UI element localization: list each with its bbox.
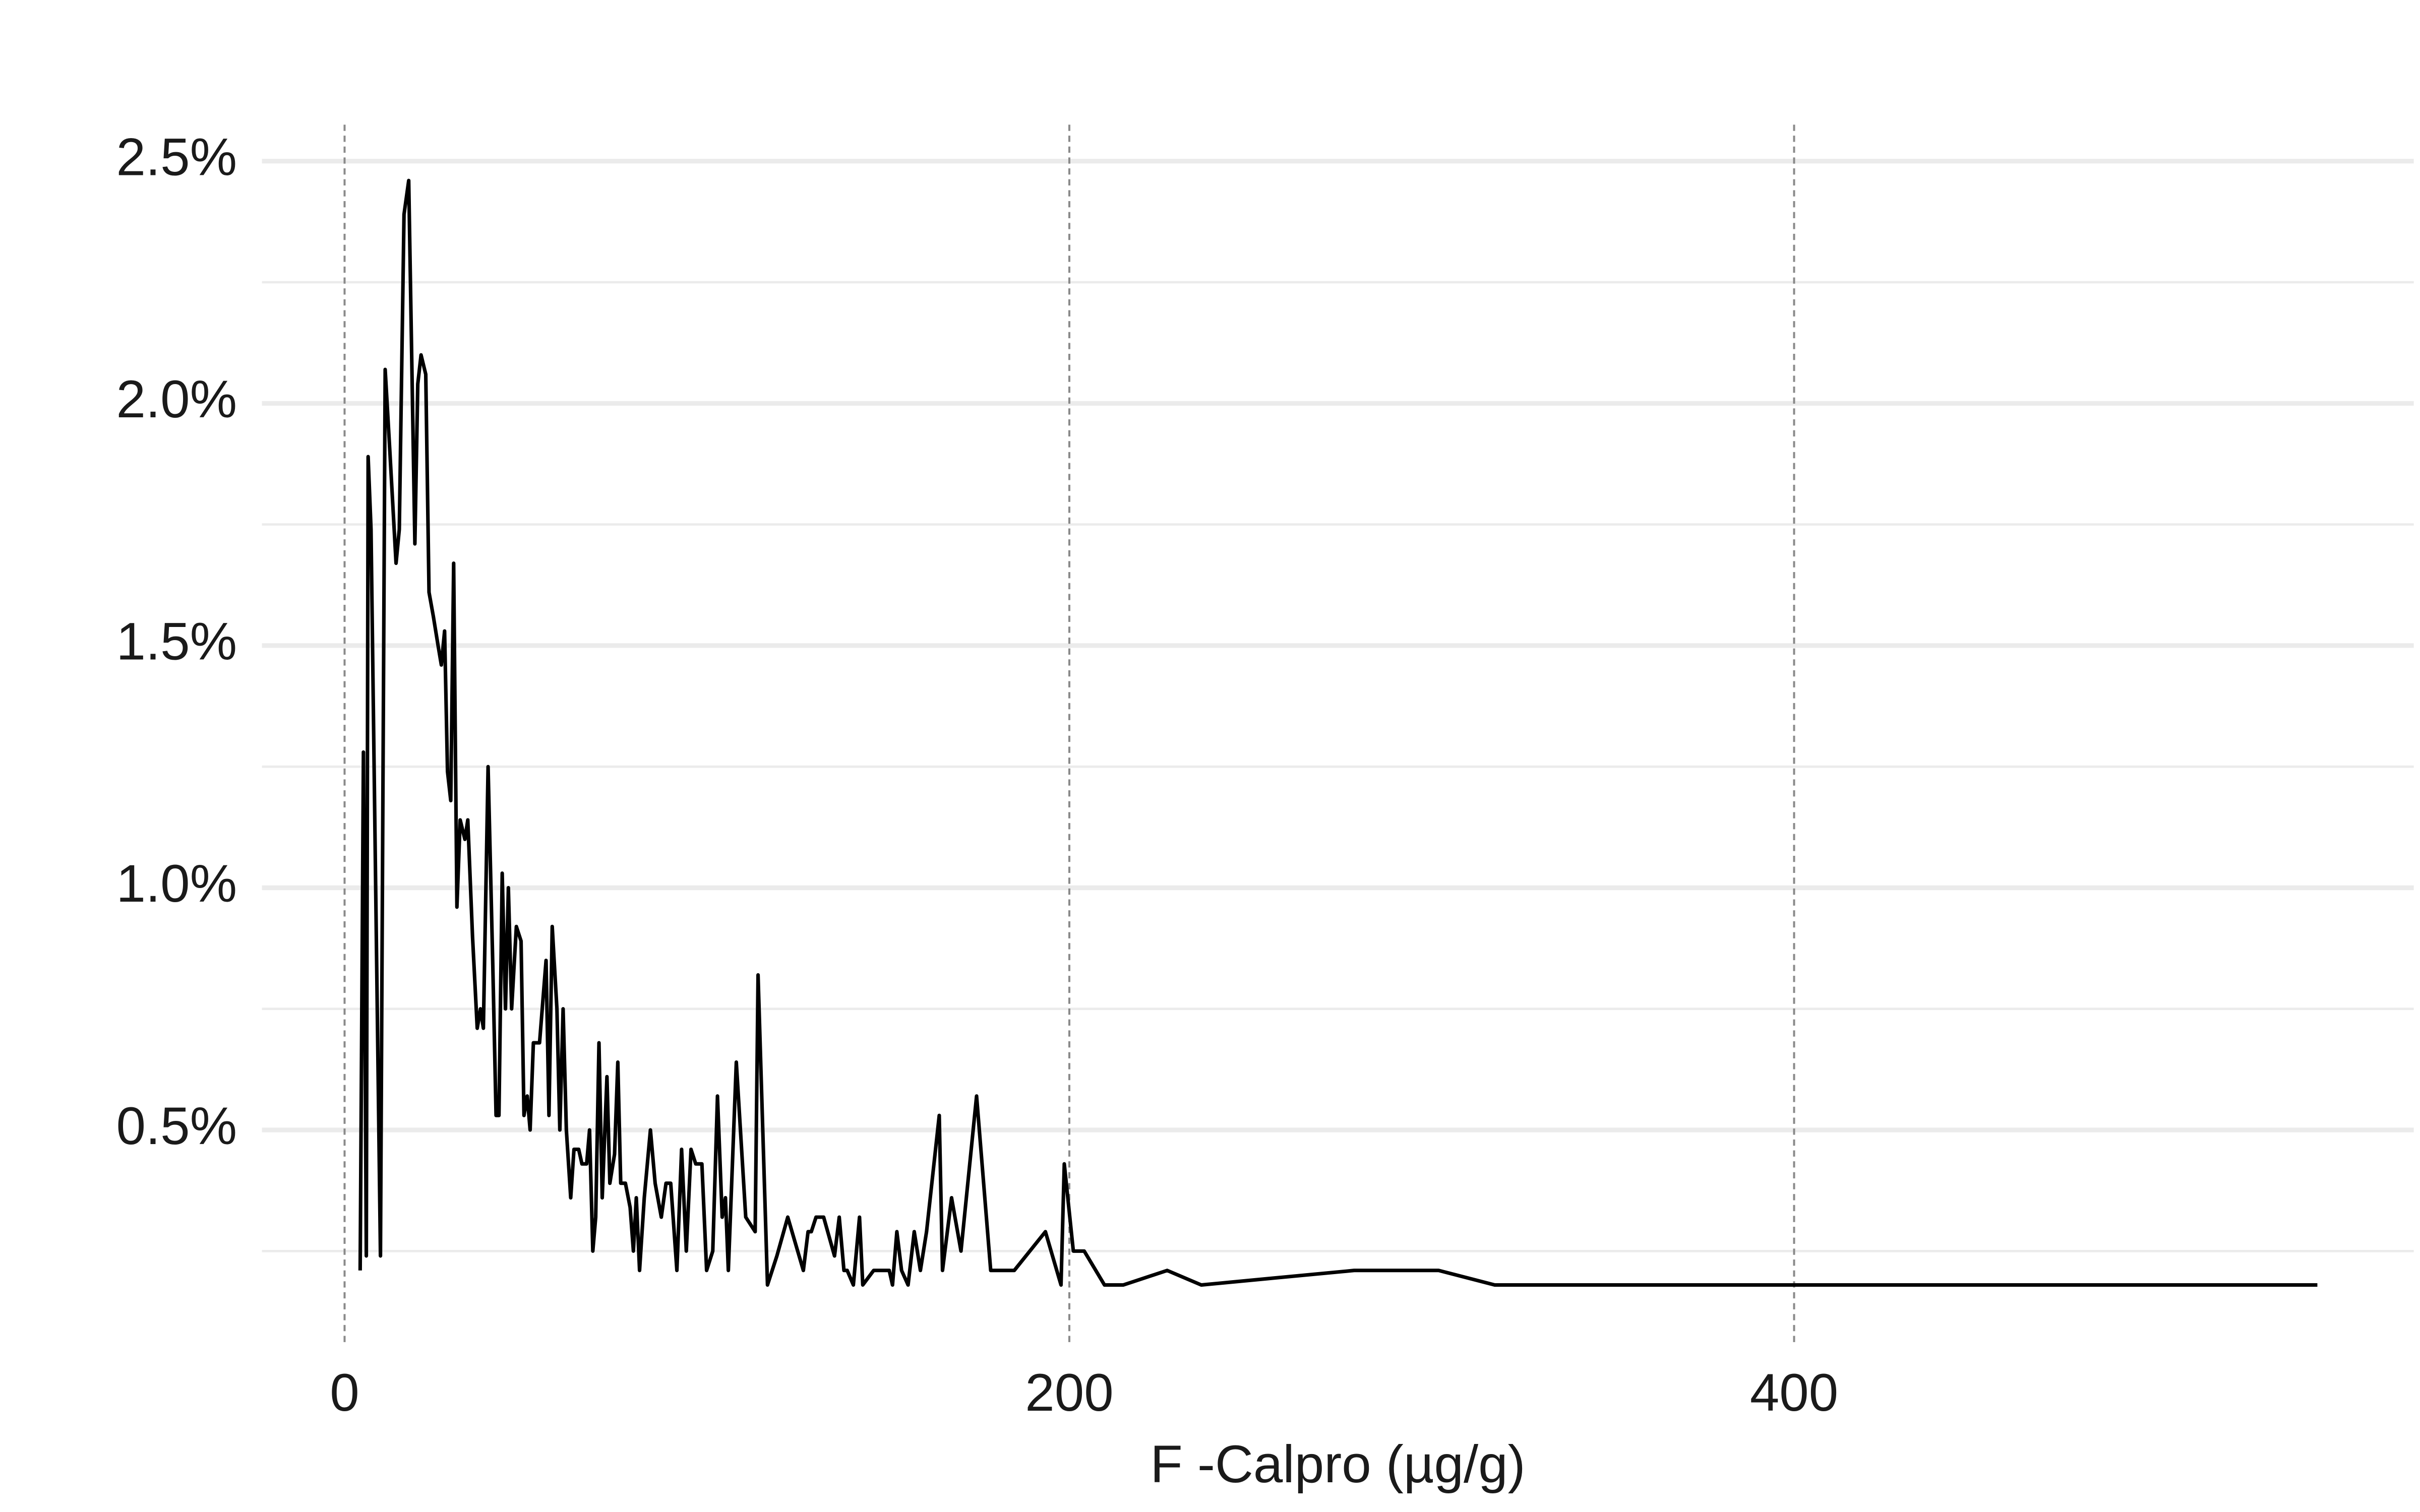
- data-line: [358, 178, 2318, 1287]
- x-tick-label: 0: [330, 1363, 359, 1422]
- x-tick-label: 200: [1025, 1363, 1113, 1422]
- y-tick-label: 2.0%: [116, 370, 237, 429]
- x-tick-label: 400: [1750, 1363, 1838, 1422]
- x-axis-title: F -Calpro (µg/g): [1151, 1435, 1526, 1494]
- y-tick-label: 1.0%: [116, 854, 237, 913]
- y-tick-label: 0.5%: [116, 1097, 237, 1156]
- y-tick-label: 1.5%: [116, 612, 237, 671]
- y-tick-label: 2.5%: [116, 128, 237, 187]
